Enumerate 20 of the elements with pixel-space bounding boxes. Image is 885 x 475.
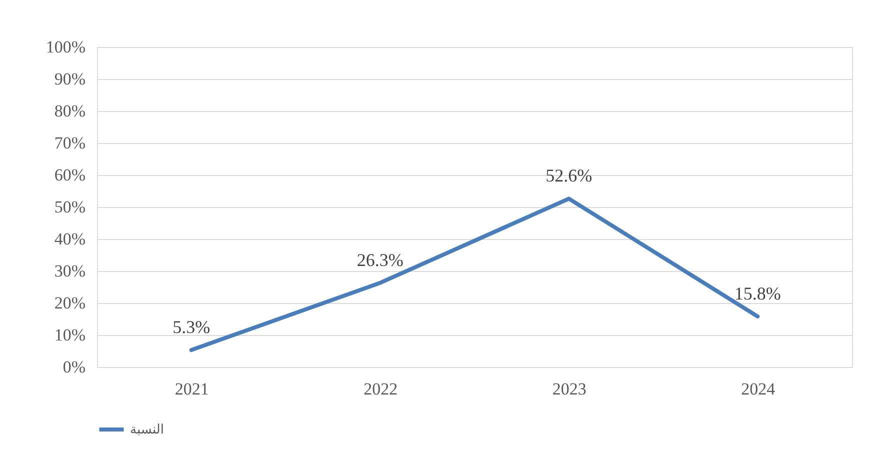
y-tick-label: 100% <box>46 38 86 56</box>
y-tick-label: 60% <box>54 166 86 184</box>
x-tick-label: 2024 <box>741 380 776 398</box>
data-label: 26.3% <box>356 250 404 270</box>
y-tick-label: 70% <box>54 134 86 152</box>
y-tick-label: 20% <box>54 294 86 312</box>
x-tick-label: 2023 <box>552 380 586 398</box>
y-tick-label: 50% <box>54 198 86 216</box>
x-tick-label: 2021 <box>174 380 209 398</box>
data-label: 52.6% <box>546 166 592 186</box>
y-tick-label: 40% <box>54 230 86 248</box>
data-label: 15.8% <box>734 283 781 304</box>
y-tick-label: 0% <box>62 358 86 376</box>
data-label: 5.3% <box>172 317 210 338</box>
y-tick-label: 30% <box>54 262 86 280</box>
y-tick-label: 80% <box>54 102 86 120</box>
legend-label: النسبة <box>130 422 164 438</box>
y-tick-label: 10% <box>54 326 86 344</box>
x-tick-label: 2022 <box>364 380 398 398</box>
y-tick-label: 90% <box>54 70 86 88</box>
